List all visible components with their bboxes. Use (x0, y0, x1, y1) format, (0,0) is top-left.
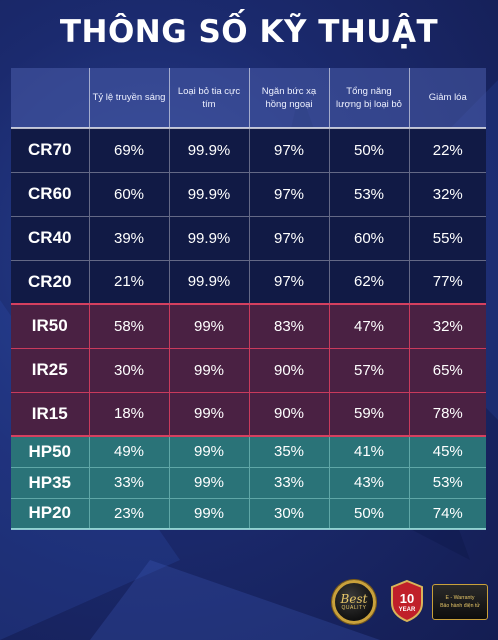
table-cell: 99% (168, 391, 249, 437)
table-cell: 97% (248, 127, 329, 172)
table-cell: 99.9% (168, 171, 249, 216)
table-cell: 49% (88, 435, 169, 467)
table-cell: 83% (248, 303, 329, 348)
table-row: IR15 18% 99% 90% 59% 78% (11, 391, 486, 437)
table-cell: 97% (248, 215, 329, 260)
page-title: THÔNG SỐ KỸ THUẬT (59, 14, 439, 50)
table-cell: 99% (168, 435, 249, 467)
table-cell: 99% (168, 303, 249, 348)
column-header: Tỷ lệ truyền sáng (88, 68, 169, 128)
table-cell: 50% (328, 497, 409, 530)
table-cell: 97% (248, 171, 329, 216)
header-row: Tỷ lệ truyền sáng Loại bỏ tia cực tím Ngăn… (11, 68, 486, 128)
table-cell: 30% (248, 497, 329, 530)
table-cell: 57% (328, 347, 409, 392)
table-cell: 18% (88, 391, 169, 437)
row-product-name: HP35 (11, 466, 89, 498)
table-cell: 99% (168, 497, 249, 530)
table-row: CR40 39% 99.9% 97% 60% 55% (11, 215, 486, 260)
table-cell: 33% (248, 466, 329, 498)
row-product-name: CR70 (11, 127, 89, 172)
table-cell: 74% (408, 497, 486, 530)
best-quality-badge: Best QUALITY (332, 580, 376, 624)
table-cell: 47% (328, 303, 409, 348)
table-cell: 78% (408, 391, 486, 437)
best-quality-subtext: QUALITY (341, 605, 367, 611)
column-header: Giảm lóa (408, 68, 486, 128)
table-cell: 32% (408, 171, 486, 216)
row-product-name: IR15 (11, 391, 89, 437)
table-cell: 30% (88, 347, 169, 392)
row-product-name: CR40 (11, 215, 89, 260)
header-corner (11, 68, 89, 128)
table-cell: 69% (88, 127, 169, 172)
warranty-subtitle: Bảo hành điện tử (440, 603, 480, 609)
table-cell: 53% (408, 466, 486, 498)
table-cell: 45% (408, 435, 486, 467)
table-cell: 99.9% (168, 215, 249, 260)
table-row: CR60 60% 99.9% 97% 53% 32% (11, 171, 486, 216)
table-cell: 33% (88, 466, 169, 498)
column-header: Loại bỏ tia cực tím (168, 68, 249, 128)
table-row: IR25 30% 99% 90% 57% 65% (11, 347, 486, 392)
table-cell: 90% (248, 347, 329, 392)
table-cell: 97% (248, 259, 329, 304)
table-cell: 58% (88, 303, 169, 348)
table-cell: 99.9% (168, 127, 249, 172)
ten-year-unit: YEAR (399, 607, 416, 613)
best-quality-text: Best (340, 592, 368, 606)
column-header: Ngăn bức xạ hồng ngoại (248, 68, 329, 128)
table-body: CR70 69% 99.9% 97% 50% 22% CR60 60% 99.9% 97% 53% 3… (11, 127, 486, 530)
table-cell: 35% (248, 435, 329, 467)
table-cell: 43% (328, 466, 409, 498)
table-cell: 41% (328, 435, 409, 467)
table-cell: 21% (88, 259, 169, 304)
table-cell: 62% (328, 259, 409, 304)
table-cell: 55% (408, 215, 486, 260)
table-row: HP20 23% 99% 30% 50% 74% (11, 497, 486, 530)
table-cell: 59% (328, 391, 409, 437)
table-row: CR70 69% 99.9% 97% 50% 22% (11, 127, 486, 172)
table-cell: 60% (328, 215, 409, 260)
table-cell: 23% (88, 497, 169, 530)
table-cell: 99.9% (168, 259, 249, 304)
table-cell: 22% (408, 127, 486, 172)
table-cell: 99% (168, 466, 249, 498)
row-product-name: CR20 (11, 259, 89, 304)
table-row: CR20 21% 99.9% 97% 62% 77% (11, 259, 486, 304)
table-cell: 39% (88, 215, 169, 260)
row-product-name: IR50 (11, 303, 89, 348)
table-cell: 50% (328, 127, 409, 172)
table-cell: 60% (88, 171, 169, 216)
row-product-name: CR60 (11, 171, 89, 216)
table-cell: 77% (408, 259, 486, 304)
table-row: HP35 33% 99% 33% 43% 53% (11, 466, 486, 498)
spec-table: Tỷ lệ truyền sáng Loại bỏ tia cực tím Ngăn… (11, 68, 486, 530)
table-row: IR50 58% 99% 83% 47% 32% (11, 303, 486, 348)
ten-year-badge: 10 YEAR (391, 579, 423, 623)
table-cell: 32% (408, 303, 486, 348)
row-product-name: HP20 (11, 497, 89, 530)
column-header: Tổng năng lượng bị loại bỏ (328, 68, 409, 128)
table-cell: 99% (168, 347, 249, 392)
row-product-name: HP50 (11, 435, 89, 467)
table-cell: 53% (328, 171, 409, 216)
table-row: HP50 49% 99% 35% 41% 45% (11, 435, 486, 467)
table-cell: 90% (248, 391, 329, 437)
e-warranty-badge: E - Warranty Bảo hành điện tử (432, 584, 488, 620)
row-product-name: IR25 (11, 347, 89, 392)
table-cell: 65% (408, 347, 486, 392)
warranty-title: E - Warranty (445, 595, 475, 601)
ten-year-number: 10 (400, 591, 414, 606)
